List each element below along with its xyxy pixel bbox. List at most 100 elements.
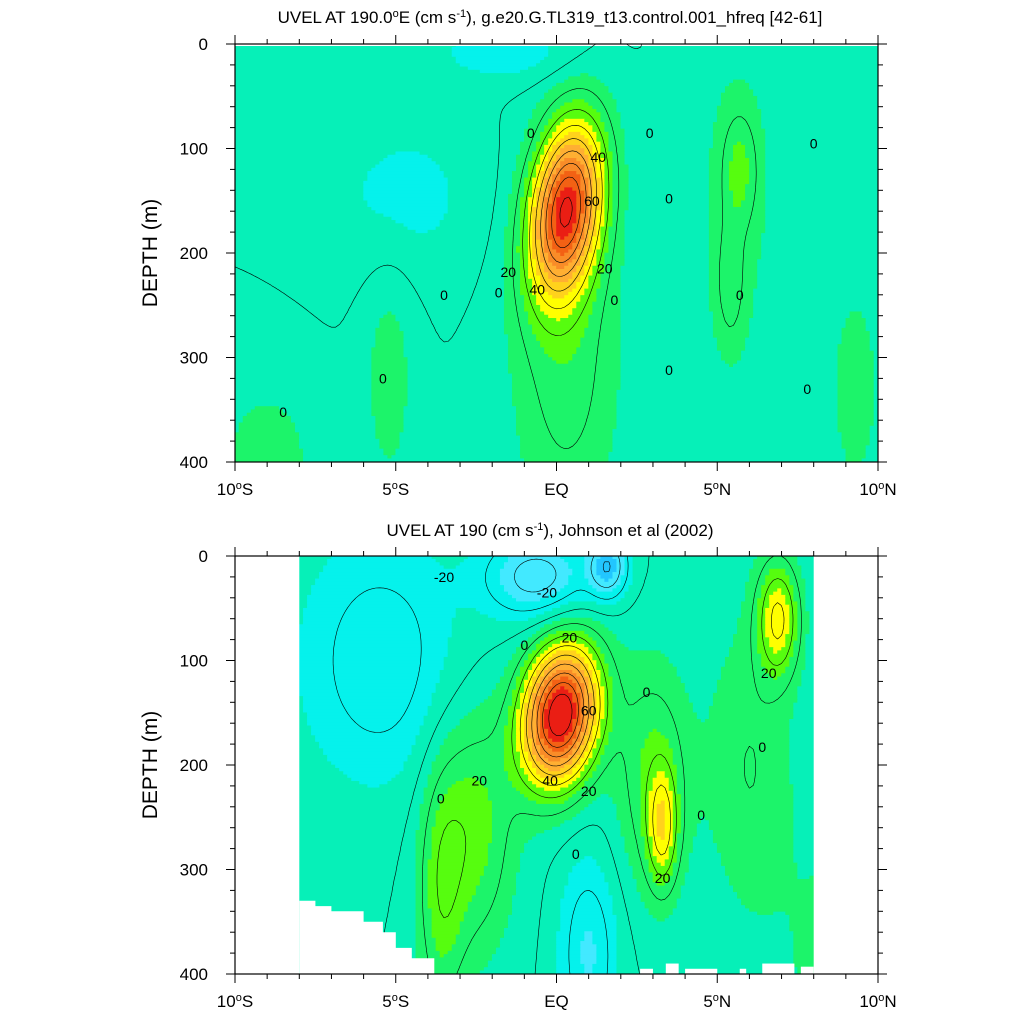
x-tick-label: 10oS (217, 992, 253, 1011)
contour-line (531, 663, 590, 767)
no-data-region (299, 900, 435, 974)
contour-label: 0 (495, 285, 503, 301)
y-tick-label: 300 (180, 349, 208, 368)
contour-label: -20 (537, 585, 557, 601)
x-tick-label: 5oS (382, 480, 409, 499)
x-tick-number: 5 (703, 992, 712, 1011)
no-data-region (685, 968, 718, 974)
contour-label: 20 (581, 783, 597, 799)
contour-label: 40 (591, 149, 607, 165)
y-tick-labels: 0 100 200 300 400 (180, 35, 208, 472)
contour-label: 0 (611, 292, 619, 308)
degree-sign: o (713, 992, 719, 1004)
contour-line (536, 672, 585, 758)
contour-line (522, 109, 610, 336)
degree-sign: o (392, 480, 398, 492)
x-tick-label: 10oN (859, 480, 896, 499)
contour-line (540, 150, 592, 277)
x-tick-labels: 10oS 5oS EQ 5oN 10oN (217, 992, 897, 1011)
contour-line (235, 44, 642, 343)
hemisphere: S (242, 992, 253, 1011)
degree-sign: o (236, 992, 242, 1004)
x-tick-number: 5 (703, 480, 712, 499)
contour-label: 0 (440, 287, 448, 303)
y-tick-label: 100 (180, 652, 208, 671)
contour-label: 20 (597, 261, 613, 277)
contour-fill (299, 556, 815, 974)
contour-lines (332, 556, 802, 974)
contour-lines (235, 44, 757, 449)
no-data-region (762, 963, 795, 974)
contour-line (551, 176, 581, 248)
y-tick-label: 300 (180, 861, 208, 880)
x-tick-number: EQ (544, 992, 569, 1011)
x-tick-label: 5oN (703, 992, 731, 1011)
no-data-region (800, 966, 814, 974)
x-tick-number: 5 (382, 480, 391, 499)
panel-model-uvel: UVEL AT 190.0oE (cm s-1), g.e20.G.TL319_… (139, 8, 897, 499)
contour-label: 40 (529, 282, 545, 298)
contour-line (529, 125, 603, 310)
y-tick-label: 400 (180, 453, 208, 472)
degree-sign: o (713, 480, 719, 492)
no-data-region (640, 968, 653, 974)
contour-label: 0 (665, 362, 673, 378)
contour-label: 20 (761, 665, 777, 681)
y-tick-label: 200 (180, 244, 208, 263)
panel-title: UVEL AT 190 (cm s-1), Johnson et al (200… (387, 521, 714, 540)
contour-label: 0 (697, 807, 705, 823)
y-tick-label: 0 (199, 35, 208, 54)
contour-label: 0 (758, 739, 766, 755)
hemisphere: N (719, 480, 731, 499)
panel-observed-uvel: UVEL AT 190 (cm s-1), Johnson et al (200… (139, 521, 897, 1011)
x-tick-number: 10 (217, 992, 236, 1011)
hemisphere: N (884, 480, 896, 499)
x-tick-label: 10oS (217, 480, 253, 499)
x-tick-number: 5 (382, 992, 391, 1011)
hemisphere: S (398, 480, 409, 499)
contour-label: 0 (379, 370, 387, 386)
contour-fill (235, 44, 878, 462)
x-tick-label: EQ (544, 992, 569, 1011)
contour-label: 0 (279, 404, 287, 420)
y-tick-label: 0 (199, 547, 208, 566)
hemisphere: N (884, 992, 896, 1011)
hemisphere: S (242, 480, 253, 499)
no-data-region (739, 968, 747, 974)
y-axis-label: DEPTH (m) (139, 199, 162, 308)
contour-label: -20 (434, 569, 454, 585)
contour-line (545, 163, 587, 263)
no-data-region (665, 963, 679, 974)
x-tick-label: 5oN (703, 480, 731, 499)
contour-label: 60 (581, 703, 597, 719)
axis-ticks (226, 35, 887, 471)
contour-label: 0 (437, 790, 445, 806)
contour-label: 20 (472, 773, 488, 789)
contour-line (436, 578, 794, 919)
axis-ticks (226, 547, 887, 983)
contour-label: 0 (527, 125, 535, 141)
contour-line (512, 88, 757, 449)
x-tick-number: 10 (217, 480, 236, 499)
degree-sign: o (236, 480, 242, 492)
contour-label: 0 (803, 381, 811, 397)
x-tick-labels: 10oS 5oS EQ 5oN 10oN (217, 480, 897, 499)
contour-labels: -20 -20 20 0 0 20 60 0 20 40 20 0 0 0 20 (434, 569, 777, 886)
degree-sign: o (878, 992, 884, 1004)
contour-label: 20 (655, 870, 671, 886)
contour-line (514, 556, 621, 593)
contour-label: 0 (643, 684, 651, 700)
contour-label: 40 (542, 773, 558, 789)
contour-line (535, 138, 597, 292)
contour-line (519, 602, 785, 856)
hemisphere: N (719, 992, 731, 1011)
y-axis-label: DEPTH (m) (139, 711, 162, 820)
contour-line (332, 556, 629, 974)
x-tick-number: 10 (859, 992, 878, 1011)
contour-label: 0 (810, 135, 818, 151)
contour-label: 0 (521, 637, 529, 653)
contour-line (559, 196, 573, 228)
x-tick-label: EQ (544, 480, 569, 499)
contour-label: 60 (584, 193, 600, 209)
